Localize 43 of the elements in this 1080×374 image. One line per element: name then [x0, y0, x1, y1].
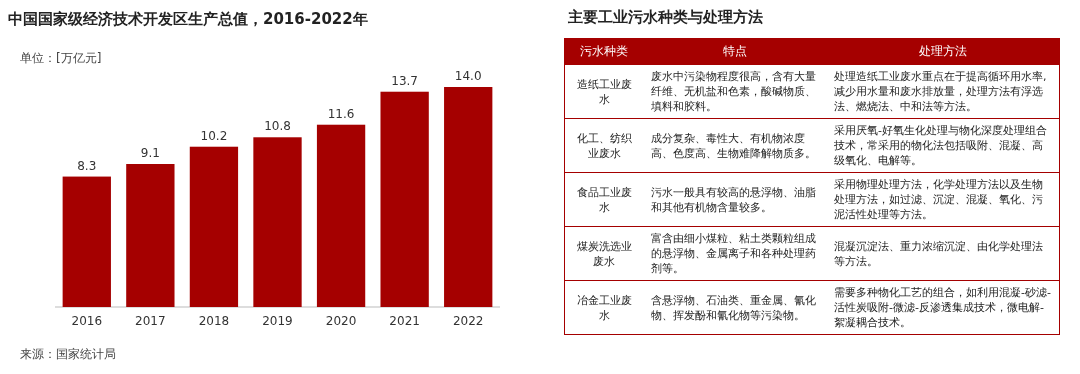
text: 混凝沉淀法、重力浓缩沉淀、由化学处理法等方法。	[826, 226, 1060, 281]
x-tick-label: 2021	[389, 314, 420, 328]
y-axis-title: 单位：[万亿元]	[20, 51, 102, 65]
category-label: 处理方法	[826, 38, 1060, 65]
data-label: 10.8	[264, 119, 291, 134]
data-label: 9.1	[140, 146, 160, 160]
text: 造纸工业废水	[564, 64, 643, 119]
text: 采用厌氧-好氧生化处理与物化深度处理组合技术，常采用的物化法包括吸附、混凝、高级氧化、电解等。	[826, 118, 1060, 173]
text: 主要工业污水种类与处理方法	[568, 8, 763, 27]
text: 食品工业废水	[564, 172, 643, 227]
x-tick-label: 2020	[325, 314, 357, 328]
text: 煤炭洗选业废水	[564, 226, 643, 281]
text: 需要多种物化工艺的组合，如利用混凝-砂滤-活性炭吸附-微滤-反渗透集成技术，微电解-絮凝耦合技术。	[826, 280, 1060, 335]
bar	[189, 146, 239, 307]
bar	[253, 137, 302, 307]
x-tick-label: 2022	[452, 314, 484, 328]
text: 采用物理处理方法，化学处理方法以及生物处理方法，如过滤、沉淀、混凝、氧化、污泥活性处理等方法。	[826, 172, 1060, 227]
category-label: 特点	[643, 38, 826, 65]
text: 含悬浮物、石油类、重金属、氰化物、挥发酚和氰化物等污染物。	[643, 280, 826, 335]
x-tick-label: 2017	[135, 314, 166, 328]
bar	[380, 91, 429, 307]
text: 处理造纸工业废水重点在于提高循环用水率,减少用水量和废水排放量，处理方法有浮选法、燃烧法、中和法等方法。	[826, 64, 1060, 119]
text: 废水中污染物程度很高，含有大量纤维、无机盐和色素，酸碱物质、填料和胶料。	[643, 64, 826, 119]
bar	[126, 164, 175, 307]
data-label: 13.7	[391, 73, 418, 88]
bar	[444, 87, 493, 307]
data-label: 11.6	[327, 106, 355, 121]
source-note: 来源：国家统计局	[20, 347, 116, 361]
text: 污水一般具有较高的悬浮物、油脂和其他有机物含量较多。	[643, 172, 826, 227]
category-label: 污水种类	[564, 38, 643, 65]
x-tick-label: 2016	[71, 314, 103, 328]
x-tick-label: 2018	[198, 314, 230, 328]
text: 成分复杂、毒性大、有机物浓度高、色度高、生物难降解物质多。	[643, 118, 826, 173]
chart-title: 中国国家级经济技术开发区生产总值，2016-2022年	[8, 10, 368, 28]
text: 冶金工业废水	[564, 280, 643, 335]
data-label: 10.2	[200, 128, 228, 143]
bar	[316, 124, 366, 307]
data-label: 14.0	[454, 69, 482, 83]
text: 化工、纺织业废水	[564, 118, 643, 173]
data-label: 8.3	[77, 158, 97, 173]
x-tick-label: 2019	[262, 314, 293, 328]
text: 富含由细小煤粒、粘土类颗粒组成的悬浮物、金属离子和各种处理药剂等。	[643, 226, 826, 281]
bar	[62, 176, 111, 307]
